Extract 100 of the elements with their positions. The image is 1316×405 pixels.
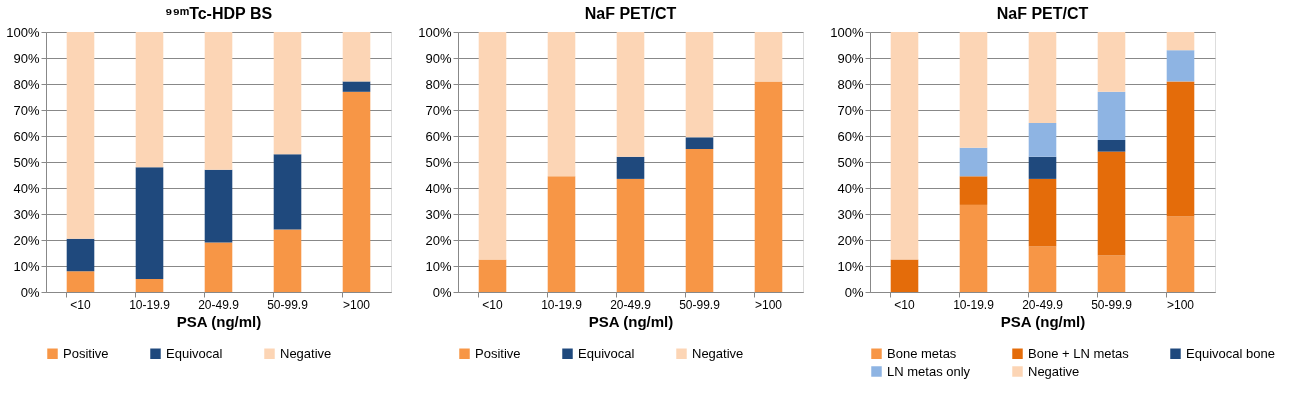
legend-label: Negative bbox=[1028, 363, 1080, 379]
legend-label: Negative bbox=[692, 345, 744, 361]
y-tick-label: 40% bbox=[425, 180, 452, 196]
x-tick-label: >100 bbox=[342, 297, 371, 312]
y-tick-label: 50% bbox=[837, 154, 864, 170]
bar bbox=[1097, 139, 1126, 152]
y-tick-label: 90% bbox=[837, 50, 864, 66]
y-tick-label: 30% bbox=[425, 206, 452, 222]
y-tick-label: 80% bbox=[837, 76, 864, 92]
bar bbox=[66, 238, 95, 272]
x-axis-title: PSA (ng/ml) bbox=[176, 312, 262, 330]
x-tick-label: 50-99.9 bbox=[1091, 297, 1133, 312]
x-tick-label: 10-19.9 bbox=[953, 297, 995, 312]
bar bbox=[66, 271, 95, 292]
x-tick-label: <10 bbox=[482, 297, 503, 312]
y-tick-label: 30% bbox=[837, 206, 864, 222]
chart-title: NaF PET/CT bbox=[584, 5, 677, 22]
y-tick-label: 0% bbox=[432, 284, 452, 300]
y-tick-label: 100% bbox=[418, 24, 452, 40]
y-tick-label: 20% bbox=[837, 232, 864, 248]
legend-label: Negative bbox=[280, 345, 332, 361]
bar bbox=[204, 242, 233, 292]
chart-title: NaF PET/CT bbox=[996, 5, 1089, 22]
legend-label: Equivocal bbox=[578, 345, 635, 361]
bar bbox=[685, 137, 714, 149]
y-tick-label: 90% bbox=[425, 50, 452, 66]
y-tick-label: 80% bbox=[13, 76, 40, 92]
bar bbox=[204, 32, 233, 170]
y-tick-label: 70% bbox=[425, 102, 452, 118]
y-tick-label: 60% bbox=[425, 128, 452, 144]
y-tick-label: 10% bbox=[837, 258, 864, 274]
y-tick-label: 50% bbox=[13, 154, 40, 170]
bar bbox=[273, 229, 302, 292]
bar bbox=[135, 279, 164, 292]
x-axis-title: PSA (ng/ml) bbox=[1000, 312, 1086, 330]
y-tick-label: 90% bbox=[13, 50, 40, 66]
legend-label: Equivocal bbox=[166, 345, 223, 361]
y-tick-label: 40% bbox=[13, 180, 40, 196]
bar bbox=[1028, 32, 1057, 123]
y-tick-label: 20% bbox=[13, 232, 40, 248]
bar bbox=[616, 156, 645, 179]
bar bbox=[135, 32, 164, 168]
y-tick-label: 100% bbox=[830, 24, 864, 40]
bar bbox=[959, 204, 988, 292]
x-tick-label: 10-19.9 bbox=[541, 297, 583, 312]
legend-label: Bone metas bbox=[887, 345, 957, 361]
legend-label: Positive bbox=[63, 345, 109, 361]
bar bbox=[890, 259, 919, 292]
bar bbox=[204, 169, 233, 243]
bar bbox=[754, 32, 783, 82]
bar bbox=[1166, 50, 1195, 82]
x-tick-label: 20-49.9 bbox=[610, 297, 652, 312]
bar bbox=[959, 147, 988, 177]
y-tick-label: 10% bbox=[13, 258, 40, 274]
y-tick-label: 50% bbox=[425, 154, 452, 170]
bar bbox=[273, 32, 302, 155]
bar bbox=[959, 32, 988, 148]
bar bbox=[685, 149, 714, 292]
bar bbox=[1028, 123, 1057, 157]
bar bbox=[1097, 151, 1126, 256]
bar bbox=[547, 32, 576, 177]
bar bbox=[342, 32, 371, 82]
chart-title: ⁹⁹ᵐTc-HDP BS bbox=[164, 5, 273, 22]
y-tick-label: 0% bbox=[20, 284, 40, 300]
bar bbox=[1097, 255, 1126, 292]
bar bbox=[616, 178, 645, 292]
bar bbox=[1028, 246, 1057, 292]
y-tick-label: 100% bbox=[6, 24, 40, 40]
y-tick-label: 70% bbox=[13, 102, 40, 118]
x-tick-label: 10-19.9 bbox=[129, 297, 171, 312]
bar bbox=[66, 32, 95, 239]
bar bbox=[890, 32, 919, 260]
y-tick-label: 30% bbox=[13, 206, 40, 222]
y-tick-label: 60% bbox=[837, 128, 864, 144]
bar bbox=[1028, 156, 1057, 179]
bar bbox=[1097, 32, 1126, 92]
x-tick-label: >100 bbox=[754, 297, 783, 312]
x-tick-label: 50-99.9 bbox=[267, 297, 309, 312]
x-tick-label: 20-49.9 bbox=[198, 297, 240, 312]
x-tick-label: <10 bbox=[70, 297, 91, 312]
x-tick-label: 50-99.9 bbox=[679, 297, 721, 312]
bar bbox=[685, 32, 714, 138]
bar bbox=[273, 154, 302, 230]
x-tick-label: >100 bbox=[1166, 297, 1195, 312]
y-tick-label: 60% bbox=[13, 128, 40, 144]
x-axis-title: PSA (ng/ml) bbox=[588, 312, 674, 330]
y-tick-label: 80% bbox=[425, 76, 452, 92]
bar bbox=[478, 259, 507, 292]
y-tick-label: 20% bbox=[425, 232, 452, 248]
legend-label: Bone + LN metas bbox=[1028, 345, 1130, 361]
bar bbox=[1166, 81, 1195, 217]
bar bbox=[342, 81, 371, 92]
y-tick-label: 70% bbox=[837, 102, 864, 118]
bar bbox=[959, 176, 988, 205]
legend-label: Equivocal bone bbox=[1186, 345, 1275, 361]
bar bbox=[1097, 91, 1126, 140]
y-tick-label: 0% bbox=[844, 284, 864, 300]
bar bbox=[478, 32, 507, 260]
bar bbox=[342, 91, 371, 292]
bar bbox=[754, 81, 783, 292]
